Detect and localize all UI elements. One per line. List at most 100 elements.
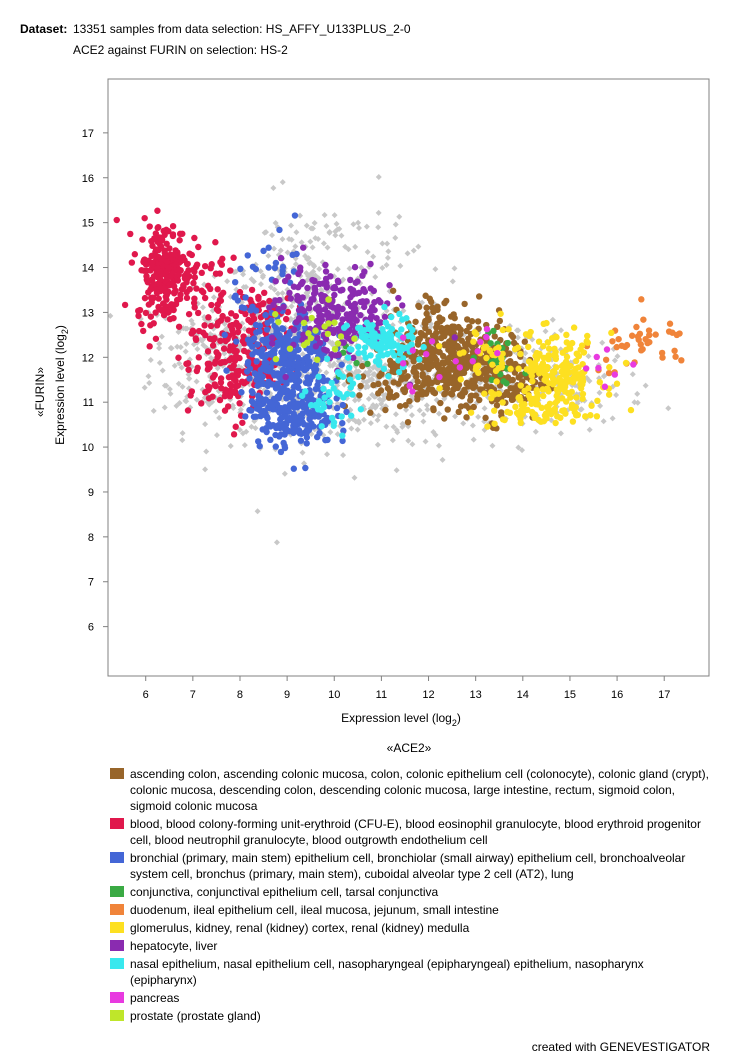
data-point — [295, 297, 302, 304]
background-point — [365, 395, 372, 402]
y-tick-label: 16 — [82, 173, 94, 185]
background-point — [323, 223, 330, 230]
data-point — [146, 343, 153, 350]
data-point — [334, 340, 342, 347]
data-point — [491, 333, 498, 340]
data-point — [302, 388, 309, 395]
data-point — [540, 320, 547, 328]
data-point — [357, 312, 364, 319]
background-point — [298, 239, 305, 246]
data-point — [312, 343, 320, 350]
data-point — [239, 419, 246, 426]
data-point — [638, 296, 645, 303]
background-point — [403, 406, 410, 413]
background-point — [346, 265, 353, 272]
data-point — [184, 407, 192, 414]
background-point — [379, 264, 386, 271]
background-point — [558, 327, 565, 334]
background-point — [182, 348, 189, 355]
background-point — [270, 245, 277, 252]
data-point — [575, 364, 582, 371]
data-point — [152, 253, 159, 261]
data-point — [303, 440, 310, 447]
data-point — [198, 287, 205, 294]
background-point — [329, 339, 336, 346]
background-point — [410, 247, 417, 254]
data-point — [435, 342, 443, 350]
background-point — [156, 345, 163, 352]
data-point — [613, 380, 621, 387]
data-point — [414, 378, 421, 385]
series-points — [113, 207, 685, 472]
data-point — [238, 389, 245, 396]
data-point — [278, 414, 285, 422]
data-point — [457, 403, 465, 410]
data-point — [343, 314, 351, 322]
data-point — [185, 366, 192, 373]
data-point — [281, 354, 288, 361]
data-point — [207, 322, 215, 330]
data-point — [215, 307, 222, 314]
data-point — [611, 371, 619, 378]
data-point — [162, 293, 169, 300]
data-point — [422, 324, 429, 332]
data-point — [282, 334, 289, 341]
background-point — [404, 250, 411, 257]
data-point — [217, 375, 225, 382]
data-point — [382, 379, 389, 386]
data-point — [236, 288, 244, 296]
data-point — [474, 318, 482, 325]
data-point — [351, 263, 359, 271]
background-point — [601, 372, 608, 379]
data-point — [204, 348, 212, 355]
background-point — [163, 382, 170, 389]
data-point — [430, 308, 437, 316]
data-point — [346, 364, 353, 371]
data-point — [584, 332, 591, 340]
data-point — [286, 279, 294, 286]
data-point — [395, 357, 402, 364]
data-point — [504, 339, 512, 347]
data-point — [540, 392, 547, 400]
data-point — [351, 335, 358, 342]
data-point — [322, 261, 329, 269]
x-tick-label: 8 — [237, 689, 243, 701]
background-point — [146, 379, 153, 386]
y-tick-label: 12 — [82, 352, 94, 364]
background-point — [519, 447, 526, 454]
data-point — [375, 380, 382, 388]
data-point — [147, 313, 155, 320]
data-point — [191, 234, 198, 242]
data-point — [351, 316, 359, 323]
data-point — [456, 364, 464, 371]
data-point — [558, 368, 565, 375]
data-point — [184, 360, 192, 367]
data-point — [367, 285, 374, 292]
data-point — [439, 352, 447, 360]
data-point — [290, 326, 298, 334]
data-point — [552, 348, 559, 356]
data-point — [493, 378, 500, 385]
y-axis-label: Expression level (log2) — [53, 325, 70, 445]
data-point — [245, 316, 252, 324]
data-point — [315, 373, 322, 380]
data-point — [349, 391, 356, 398]
legend: ascending colon, ascending colonic mucos… — [110, 766, 710, 1026]
data-point — [269, 421, 277, 429]
data-point — [360, 303, 368, 311]
data-point — [525, 343, 532, 351]
data-point — [497, 310, 504, 317]
x-axis-label: Expression level (log2) — [341, 711, 461, 728]
legend-item: blood, blood colony-forming unit-erythro… — [110, 816, 710, 848]
data-point — [121, 301, 129, 309]
data-point — [496, 317, 504, 325]
data-point — [320, 385, 327, 392]
data-point — [404, 418, 412, 426]
data-point — [678, 357, 685, 364]
data-point — [232, 423, 239, 430]
data-point — [288, 393, 295, 401]
data-point — [456, 350, 464, 357]
data-point — [141, 294, 149, 302]
series-8 — [399, 325, 637, 395]
data-point — [495, 344, 502, 351]
